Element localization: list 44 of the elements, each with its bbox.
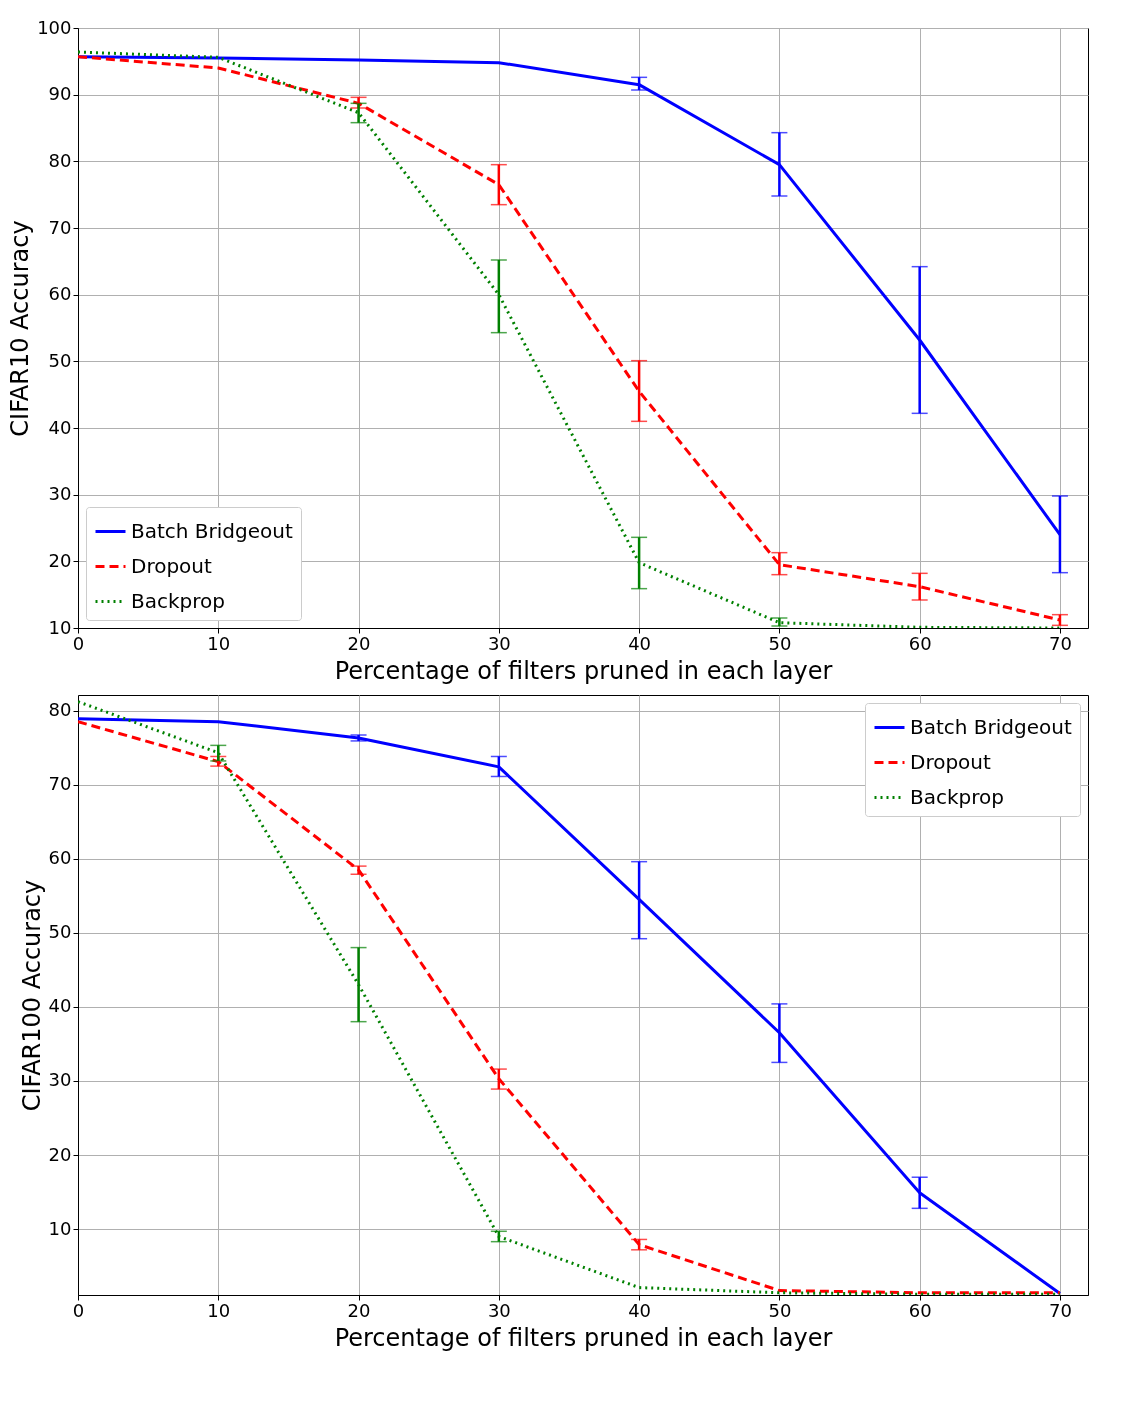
y-tick-label: 40 xyxy=(48,416,72,438)
x-tick-label: 50 xyxy=(768,632,792,654)
y-tick-label: 80 xyxy=(48,149,72,171)
x-tick-label: 40 xyxy=(628,632,652,654)
y-tick-label: 70 xyxy=(48,216,72,238)
x-tick-label: 70 xyxy=(1048,632,1072,654)
legend-label: Batch Bridgeout xyxy=(131,518,293,543)
x-tick-label: 40 xyxy=(628,1299,652,1321)
y-axis-title: CIFAR10 Accuracy xyxy=(6,220,35,437)
x-tick-label: 10 xyxy=(207,632,231,654)
y-tick-label: 30 xyxy=(48,483,72,505)
x-tick-label: 70 xyxy=(1048,1299,1072,1321)
y-tick-label: 100 xyxy=(37,16,72,38)
y-tick-label: 30 xyxy=(48,1069,72,1091)
x-tick-label: 10 xyxy=(207,1299,231,1321)
legend-label: Backprop xyxy=(131,588,225,613)
x-tick-label: 60 xyxy=(908,632,932,654)
x-tick-label: 0 xyxy=(72,632,85,654)
y-tick-label: 80 xyxy=(48,699,72,721)
y-tick-label: 10 xyxy=(48,616,72,638)
y-tick-label: 50 xyxy=(48,921,72,943)
legend-label: Backprop xyxy=(910,784,1004,809)
y-tick-label: 20 xyxy=(48,1143,72,1165)
y-tick-label: 70 xyxy=(48,773,72,795)
y-tick-label: 60 xyxy=(48,847,72,869)
y-tick-label: 10 xyxy=(48,1217,72,1239)
y-tick-label: 60 xyxy=(48,283,72,305)
legend-label: Batch Bridgeout xyxy=(910,714,1072,739)
y-tick-label: 20 xyxy=(48,549,72,571)
x-tick-label: 30 xyxy=(487,632,511,654)
x-tick-label: 60 xyxy=(908,1299,932,1321)
legend-label: Dropout xyxy=(910,749,992,774)
y-tick-label: 40 xyxy=(48,995,72,1017)
x-tick-label: 50 xyxy=(768,1299,792,1321)
x-axis-title: Percentage of filters pruned in each layer xyxy=(334,1323,833,1352)
y-axis-title: CIFAR100 Accuracy xyxy=(17,879,46,1112)
y-tick-label: 50 xyxy=(48,349,72,371)
x-tick-label: 20 xyxy=(347,1299,371,1321)
x-tick-label: 0 xyxy=(72,1299,85,1321)
x-tick-label: 30 xyxy=(487,1299,511,1321)
y-tick-label: 90 xyxy=(48,83,72,105)
legend-label: Dropout xyxy=(131,553,213,578)
x-axis-title: Percentage of filters pruned in each layer xyxy=(334,656,833,685)
x-tick-label: 20 xyxy=(347,632,371,654)
